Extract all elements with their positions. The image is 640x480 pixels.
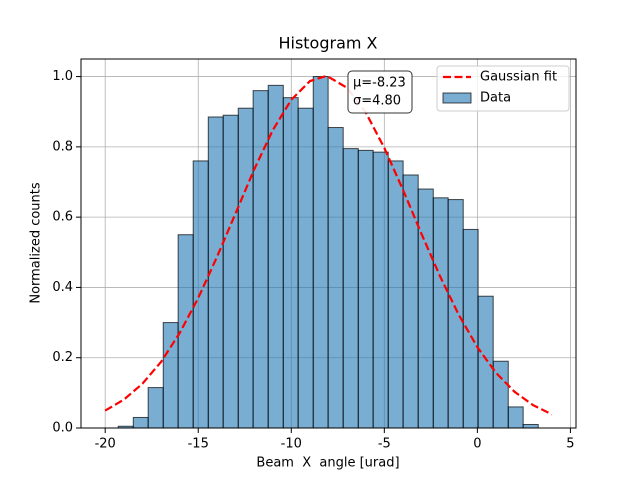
histogram-bar — [162, 322, 179, 429]
histogram-bar — [327, 127, 344, 429]
histogram-bar — [357, 149, 374, 429]
x-axis-label: Beam X angle [urad] — [256, 456, 399, 471]
y-tick-label: 0.0 — [52, 421, 73, 436]
x-tick-label: -20 — [95, 437, 116, 452]
histogram-bar — [297, 107, 314, 429]
histogram-bar — [387, 160, 404, 429]
histogram-bar — [237, 107, 254, 429]
histogram-bar — [507, 406, 524, 429]
y-tick-label: 0.4 — [52, 280, 73, 295]
y-tick-label: 0.2 — [52, 350, 73, 365]
x-tick-label: 5 — [566, 437, 574, 452]
x-tick-label: 0 — [473, 437, 481, 452]
y-tick-label: 0.6 — [52, 210, 73, 225]
histogram-bar — [282, 97, 299, 429]
fit-line — [104, 75, 553, 416]
histogram-bar — [417, 188, 434, 429]
histogram-bar — [252, 90, 269, 429]
histogram-bar — [372, 151, 389, 429]
histogram-bar — [462, 228, 479, 429]
annotation-text: σ=4.80 — [353, 94, 401, 109]
x-tick-label: -15 — [188, 437, 209, 452]
histogram-bar — [447, 199, 464, 429]
legend-label: Gaussian fit — [480, 70, 557, 85]
histogram-bar — [312, 76, 329, 429]
histogram-bar — [522, 423, 539, 429]
annotation-box — [347, 70, 413, 114]
x-tick-label: -5 — [378, 437, 391, 452]
y-axis-label: Normalized counts — [29, 182, 44, 304]
annotation: μ=-8.23 σ=4.80 — [347, 70, 413, 114]
histogram-bar — [477, 295, 494, 429]
histogram-bar — [432, 197, 449, 429]
histogram-bar — [147, 387, 164, 429]
histogram-bar — [222, 114, 239, 429]
plot-frame — [80, 58, 577, 429]
chart-title: Histogram X — [278, 34, 377, 53]
y-tick-label: 1.0 — [52, 69, 73, 84]
legend-label: Data — [480, 91, 511, 106]
histogram-bar — [492, 360, 509, 429]
annotation-text: μ=-8.23 — [353, 76, 406, 91]
legend-swatch — [442, 92, 472, 104]
histogram-bar — [342, 148, 359, 429]
histogram-bar — [402, 174, 419, 429]
y-tick-label: 0.8 — [52, 139, 73, 154]
x-tick-label: -10 — [281, 437, 302, 452]
histogram-bar — [132, 416, 149, 429]
